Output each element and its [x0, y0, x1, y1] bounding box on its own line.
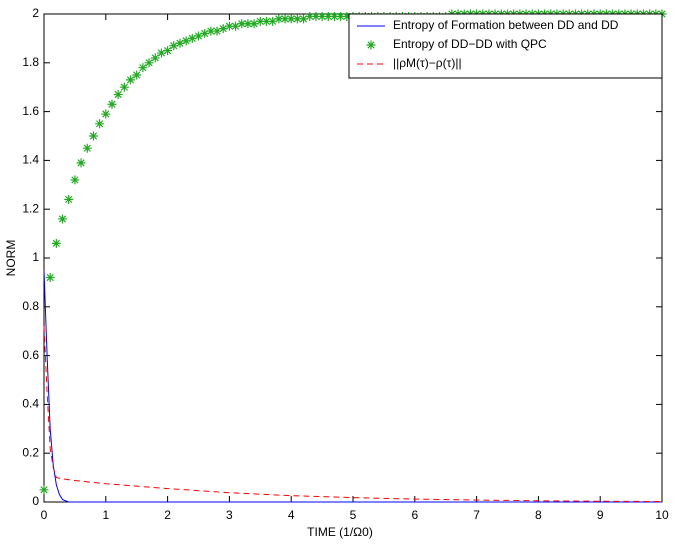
- x-tick-label: 8: [535, 508, 542, 522]
- plot-frame: [43, 13, 663, 503]
- star-marker: [88, 131, 98, 141]
- star-marker: [194, 31, 203, 41]
- x-tick-label: 4: [288, 508, 295, 522]
- star-marker: [82, 143, 92, 153]
- star-marker: [187, 33, 197, 43]
- star-marker: [231, 21, 241, 31]
- star-marker: [305, 11, 315, 21]
- y-tick-label: 1.6: [22, 104, 39, 118]
- y-tick-label: 1: [32, 250, 39, 264]
- legend-swatch: [366, 40, 376, 50]
- star-marker: [311, 11, 321, 21]
- star-marker: [218, 24, 228, 34]
- star-marker: [212, 26, 222, 36]
- line-series: [43, 270, 662, 503]
- star-marker: [268, 16, 278, 26]
- y-tick-label: 1.2: [22, 201, 39, 215]
- x-axis-label: TIME (1/Ω0): [307, 525, 373, 539]
- legend-label: Entropy of Formation between DD and DD: [393, 18, 619, 32]
- star-marker: [286, 14, 296, 24]
- star-marker: [206, 26, 216, 36]
- star-marker: [70, 175, 80, 185]
- star-marker: [150, 53, 160, 63]
- star-marker: [144, 58, 154, 68]
- star-marker: [163, 46, 173, 56]
- x-tick-label: 7: [473, 508, 480, 522]
- star-marker: [292, 14, 302, 24]
- star-marker: [156, 48, 166, 58]
- star-marker: [274, 14, 284, 24]
- y-tick-label: 0.2: [22, 445, 39, 459]
- x-tick-label: 0: [41, 508, 48, 522]
- y-tick-label: 1.8: [22, 55, 39, 69]
- star-marker: [280, 14, 290, 24]
- x-tick-label: 6: [411, 508, 418, 522]
- star-marker: [317, 11, 327, 21]
- star-marker: [323, 11, 333, 21]
- star-marker: [76, 158, 86, 168]
- star-marker: [119, 82, 129, 92]
- legend-label: Entropy of DD−DD with QPC: [393, 37, 547, 51]
- y-tick-label: 0.4: [22, 397, 39, 411]
- star-marker: [181, 36, 191, 46]
- x-tick-label: 10: [655, 508, 669, 522]
- star-marker: [113, 90, 123, 100]
- star-marker: [224, 21, 234, 31]
- star-marker: [138, 63, 148, 73]
- x-tick-label: 3: [226, 508, 233, 522]
- y-tick-label: 0.8: [22, 299, 39, 313]
- star-marker: [200, 29, 210, 39]
- star-marker: [132, 70, 142, 80]
- star-marker: [237, 19, 247, 29]
- star-marker: [95, 119, 105, 129]
- star-marker: [51, 238, 61, 248]
- star-marker: [126, 75, 136, 85]
- star-marker: [169, 41, 179, 51]
- star-marker: [101, 109, 111, 119]
- star-marker: [336, 11, 346, 21]
- legend-box: [348, 13, 663, 79]
- star-marker: [255, 16, 265, 26]
- y-tick-label: 1.4: [22, 153, 39, 167]
- star-marker: [329, 11, 339, 21]
- line-series: [43, 326, 663, 503]
- y-tick-label: 0: [32, 494, 39, 508]
- star-marker: [243, 19, 253, 29]
- x-tick-label: 9: [597, 508, 604, 522]
- legend-label: ||ρM(τ)−ρ(τ)||: [393, 56, 462, 70]
- star-marker: [107, 99, 117, 109]
- y-tick-label: 2: [32, 6, 39, 20]
- y-tick-label: 0.6: [22, 348, 39, 362]
- x-tick-label: 2: [164, 508, 171, 522]
- star-marker: [342, 11, 352, 21]
- star-marker: [45, 273, 55, 283]
- star-marker: [39, 485, 49, 495]
- x-tick-label: 5: [350, 508, 357, 522]
- star-marker: [249, 19, 259, 29]
- star-marker: [58, 214, 68, 224]
- star-marker: [261, 16, 271, 26]
- y-axis-label: NORM: [4, 240, 18, 277]
- star-marker: [299, 14, 309, 24]
- star-marker: [175, 38, 185, 48]
- star-marker: [64, 194, 74, 204]
- x-tick-label: 1: [102, 508, 109, 522]
